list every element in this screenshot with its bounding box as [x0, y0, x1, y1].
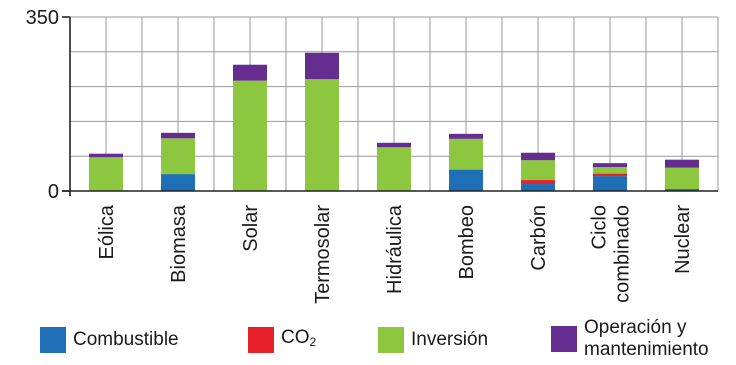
bar-segment-2-2 — [233, 80, 267, 191]
legend-label-co2: CO2 — [281, 327, 316, 353]
legend-label-combustible: Combustible — [73, 329, 179, 350]
bar-segment-3-2 — [233, 64, 267, 81]
category-label: Hidráulica — [384, 204, 406, 294]
legend-swatch-combustible — [40, 327, 66, 353]
bar-segment-2-4 — [377, 147, 411, 191]
category-label: Nuclear — [672, 205, 694, 274]
legend-label-operacion-line2: mantenimiento — [584, 339, 709, 360]
bar-segment-2-0 — [89, 157, 123, 191]
bar-segment-2-3 — [305, 79, 339, 191]
y-tick-labels: 0 350 — [26, 7, 59, 203]
legend-label-operacion: Operación y mantenimiento — [584, 317, 709, 361]
y-tick-label: 0 — [48, 181, 59, 203]
legend-label-co2-main: CO — [281, 327, 310, 348]
legend-item-co2: CO2 — [248, 327, 316, 353]
category-label: Biomasa — [168, 204, 190, 283]
bar-segment-3-8 — [665, 159, 699, 168]
bar-segment-2-8 — [665, 167, 699, 190]
bar-segment-2-5 — [449, 138, 483, 170]
chart-bars — [89, 52, 699, 191]
category-label: Solar — [240, 205, 262, 252]
bar-segment-3-3 — [305, 52, 339, 80]
stacked-bar-chart: 0 350 Eólica Biomasa Solar Termosolar Hidrául… — [26, 7, 719, 304]
bar-segment-2-7 — [593, 167, 627, 174]
bar-segment-2-1 — [161, 138, 195, 175]
bar-segment-3-7 — [593, 163, 627, 168]
legend: Combustible CO2 Inversión Operación y ma… — [0, 314, 736, 365]
bar-segment-2-6 — [521, 160, 555, 181]
bar-segment-3-1 — [161, 132, 195, 139]
category-label: combinado — [612, 205, 634, 303]
legend-item-inversion: Inversión — [378, 327, 488, 353]
bar-segment-3-6 — [521, 152, 555, 161]
category-label: Eólica — [96, 204, 118, 259]
bar-segment-1-7 — [593, 173, 627, 177]
bar-segment-0-7 — [593, 176, 627, 191]
bar-segment-0-5 — [449, 169, 483, 191]
category-label: Termosolar — [312, 205, 334, 304]
category-label: Bombeo — [456, 205, 478, 280]
legend-swatch-operacion — [551, 326, 577, 352]
bar-segment-3-5 — [449, 133, 483, 139]
category-label: Carbón — [528, 205, 550, 271]
legend-label-co2-sub: 2 — [309, 335, 317, 349]
bar-segment-0-1 — [161, 174, 195, 191]
chart-axes — [62, 16, 718, 196]
category-label: Ciclo — [589, 205, 611, 249]
bar-segment-3-0 — [89, 153, 123, 158]
legend-item-operacion: Operación y mantenimiento — [551, 317, 709, 361]
legend-swatch-inversion — [378, 327, 404, 353]
legend-item-combustible: Combustible — [40, 327, 179, 353]
category-labels: Eólica Biomasa Solar Termosolar Hidráulica Bo… — [96, 204, 694, 304]
legend-swatch-co2 — [248, 327, 274, 353]
legend-label-operacion-line1: Operación y — [584, 317, 687, 338]
bar-segment-1-6 — [521, 180, 555, 185]
legend-label-inversion: Inversión — [411, 329, 489, 350]
y-tick-label: 350 — [26, 7, 59, 29]
bar-segment-3-4 — [377, 142, 411, 148]
bar-segment-0-6 — [521, 184, 555, 191]
bar-segment-0-8 — [665, 189, 699, 191]
